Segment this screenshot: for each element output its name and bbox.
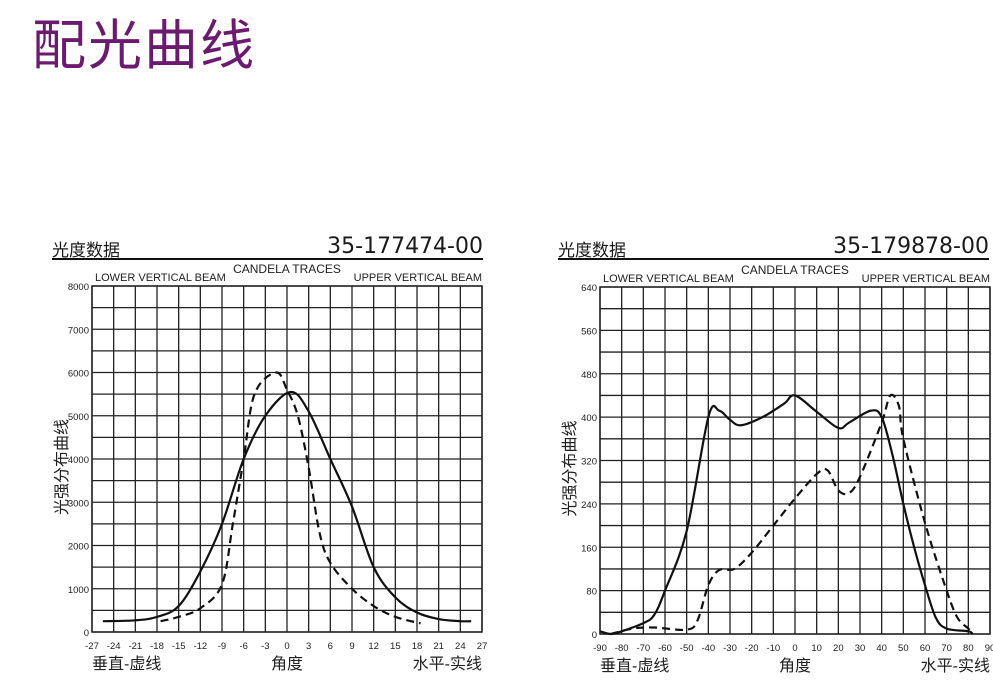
photometric-chart-2: 光度数据 35-179878-00 -90 -80 -70 -60 -50 -40 -30-… (556, 232, 993, 682)
x-tick-label: 90 (985, 643, 993, 654)
y-tick-label: 2000 (68, 542, 89, 553)
horizontal-solid-legend: 水平-实线 (413, 655, 482, 673)
chart-svg: -27 -24 -21 -18 -15 -12 -9 -6 -3 0 3 6 9 12 15 18 21 24 27… (53, 262, 488, 673)
header-rule (52, 258, 483, 260)
x-tick-label: 27 (477, 641, 488, 652)
y-tick-label: 0 (84, 628, 89, 639)
x-tick-label: 6 (328, 641, 333, 652)
y-tick-label: 3000 (68, 498, 89, 509)
y-tick-label: 5000 (68, 412, 89, 423)
vertical-beam-dashed-curve (610, 393, 974, 636)
x-tick-label: -20 (745, 643, 759, 654)
x-tick-label: -80 (615, 643, 629, 654)
x-tick-label: 40 (876, 643, 887, 654)
y-tick-label: 4000 (68, 455, 89, 466)
y-axis-label: 光强分布曲线 (561, 420, 579, 516)
lower-beam-caption: LOWER VERTICAL BEAM (95, 272, 226, 284)
y-tick-label: 0 (592, 630, 597, 641)
x-tick-label: 3 (306, 641, 311, 652)
y-tick-label: 400 (581, 413, 597, 424)
x-tick-label: 60 (920, 643, 931, 654)
chart-svg: -90 -80 -70 -60 -50 -40 -30 -20 -10 0 10 20 30 40 50 60… (561, 263, 993, 675)
x-tick-label: 21 (433, 641, 444, 652)
x-tick-label: 18 (412, 641, 423, 652)
x-tick-label: 12 (368, 641, 379, 652)
x-tick-label: -9 (218, 641, 226, 652)
x-tick-label: -12 (193, 641, 207, 652)
x-tick-label: 80 (963, 643, 974, 654)
x-tick-label: 24 (455, 641, 466, 652)
x-tick-label: 10 (811, 643, 822, 654)
header-rule (558, 258, 989, 260)
plot-frame (91, 285, 483, 633)
x-tick-label: -21 (128, 641, 142, 652)
page-title: 配光曲线 (32, 14, 256, 77)
vertical-dashed-legend: 垂直-虚线 (600, 657, 669, 675)
part-number: 35-179878-00 (833, 234, 989, 259)
y-tick-label: 6000 (68, 369, 89, 380)
x-tick-label: 0 (284, 641, 289, 652)
chart-title: CANDELA TRACES (233, 262, 341, 276)
part-number: 35-177474-00 (327, 234, 483, 259)
y-tick-label: 8000 (68, 282, 89, 293)
y-tick-label: 480 (581, 370, 597, 381)
plot-frame (599, 286, 991, 635)
x-tick-label: -50 (680, 643, 694, 654)
y-tick-label: 320 (581, 457, 597, 468)
x-tick-label: 20 (833, 643, 844, 654)
upper-beam-caption: UPPER VERTICAL BEAM (354, 272, 482, 284)
x-tick-label: -90 (593, 643, 607, 654)
x-tick-label: -18 (150, 641, 164, 652)
y-axis-label: 光强分布曲线 (53, 419, 71, 515)
x-tick-label: -27 (85, 641, 99, 652)
horizontal-beam-solid-curve (599, 394, 974, 636)
x-tick-label: 30 (855, 643, 866, 654)
x-axis-label: 角度 (779, 657, 811, 675)
x-tick-label: 70 (941, 643, 952, 654)
vertical-beam-dashed-curve (160, 371, 421, 625)
horizontal-beam-solid-curve (102, 390, 472, 623)
y-tick-label: 240 (581, 500, 597, 511)
x-tick-label: -10 (766, 643, 780, 654)
x-tick-label: 9 (349, 641, 354, 652)
x-tick-label: -6 (239, 641, 247, 652)
x-axis-label: 角度 (271, 655, 303, 673)
x-tick-label: -24 (107, 641, 121, 652)
photometric-chart-1: 光度数据 35-177474-00 -27 -24 -21 -18 -15 -12 -9 -6… (50, 232, 495, 682)
y-tick-label: 1000 (68, 585, 89, 596)
x-tick-label: 15 (390, 641, 401, 652)
chart-header-label: 光度数据 (558, 241, 626, 261)
x-tick-label: -70 (636, 643, 650, 654)
y-tick-label: 640 (581, 283, 597, 294)
upper-beam-caption: UPPER VERTICAL BEAM (862, 273, 990, 285)
y-tick-label: 560 (581, 326, 597, 337)
x-tick-label: -30 (723, 643, 737, 654)
x-tick-label: -40 (701, 643, 715, 654)
x-tick-label: 0 (792, 643, 797, 654)
y-tick-label: 7000 (68, 325, 89, 336)
horizontal-solid-legend: 水平-实线 (921, 657, 990, 675)
y-tick-label: 80 (586, 587, 597, 598)
y-tick-label: 160 (581, 543, 597, 554)
chart-header-label: 光度数据 (52, 241, 120, 261)
vertical-dashed-legend: 垂直-虚线 (92, 655, 161, 673)
x-tick-label: -3 (261, 641, 269, 652)
x-tick-label: -60 (658, 643, 672, 654)
lower-beam-caption: LOWER VERTICAL BEAM (603, 273, 734, 285)
x-tick-label: -15 (172, 641, 186, 652)
x-tick-label: 50 (898, 643, 909, 654)
chart-title: CANDELA TRACES (741, 263, 849, 277)
